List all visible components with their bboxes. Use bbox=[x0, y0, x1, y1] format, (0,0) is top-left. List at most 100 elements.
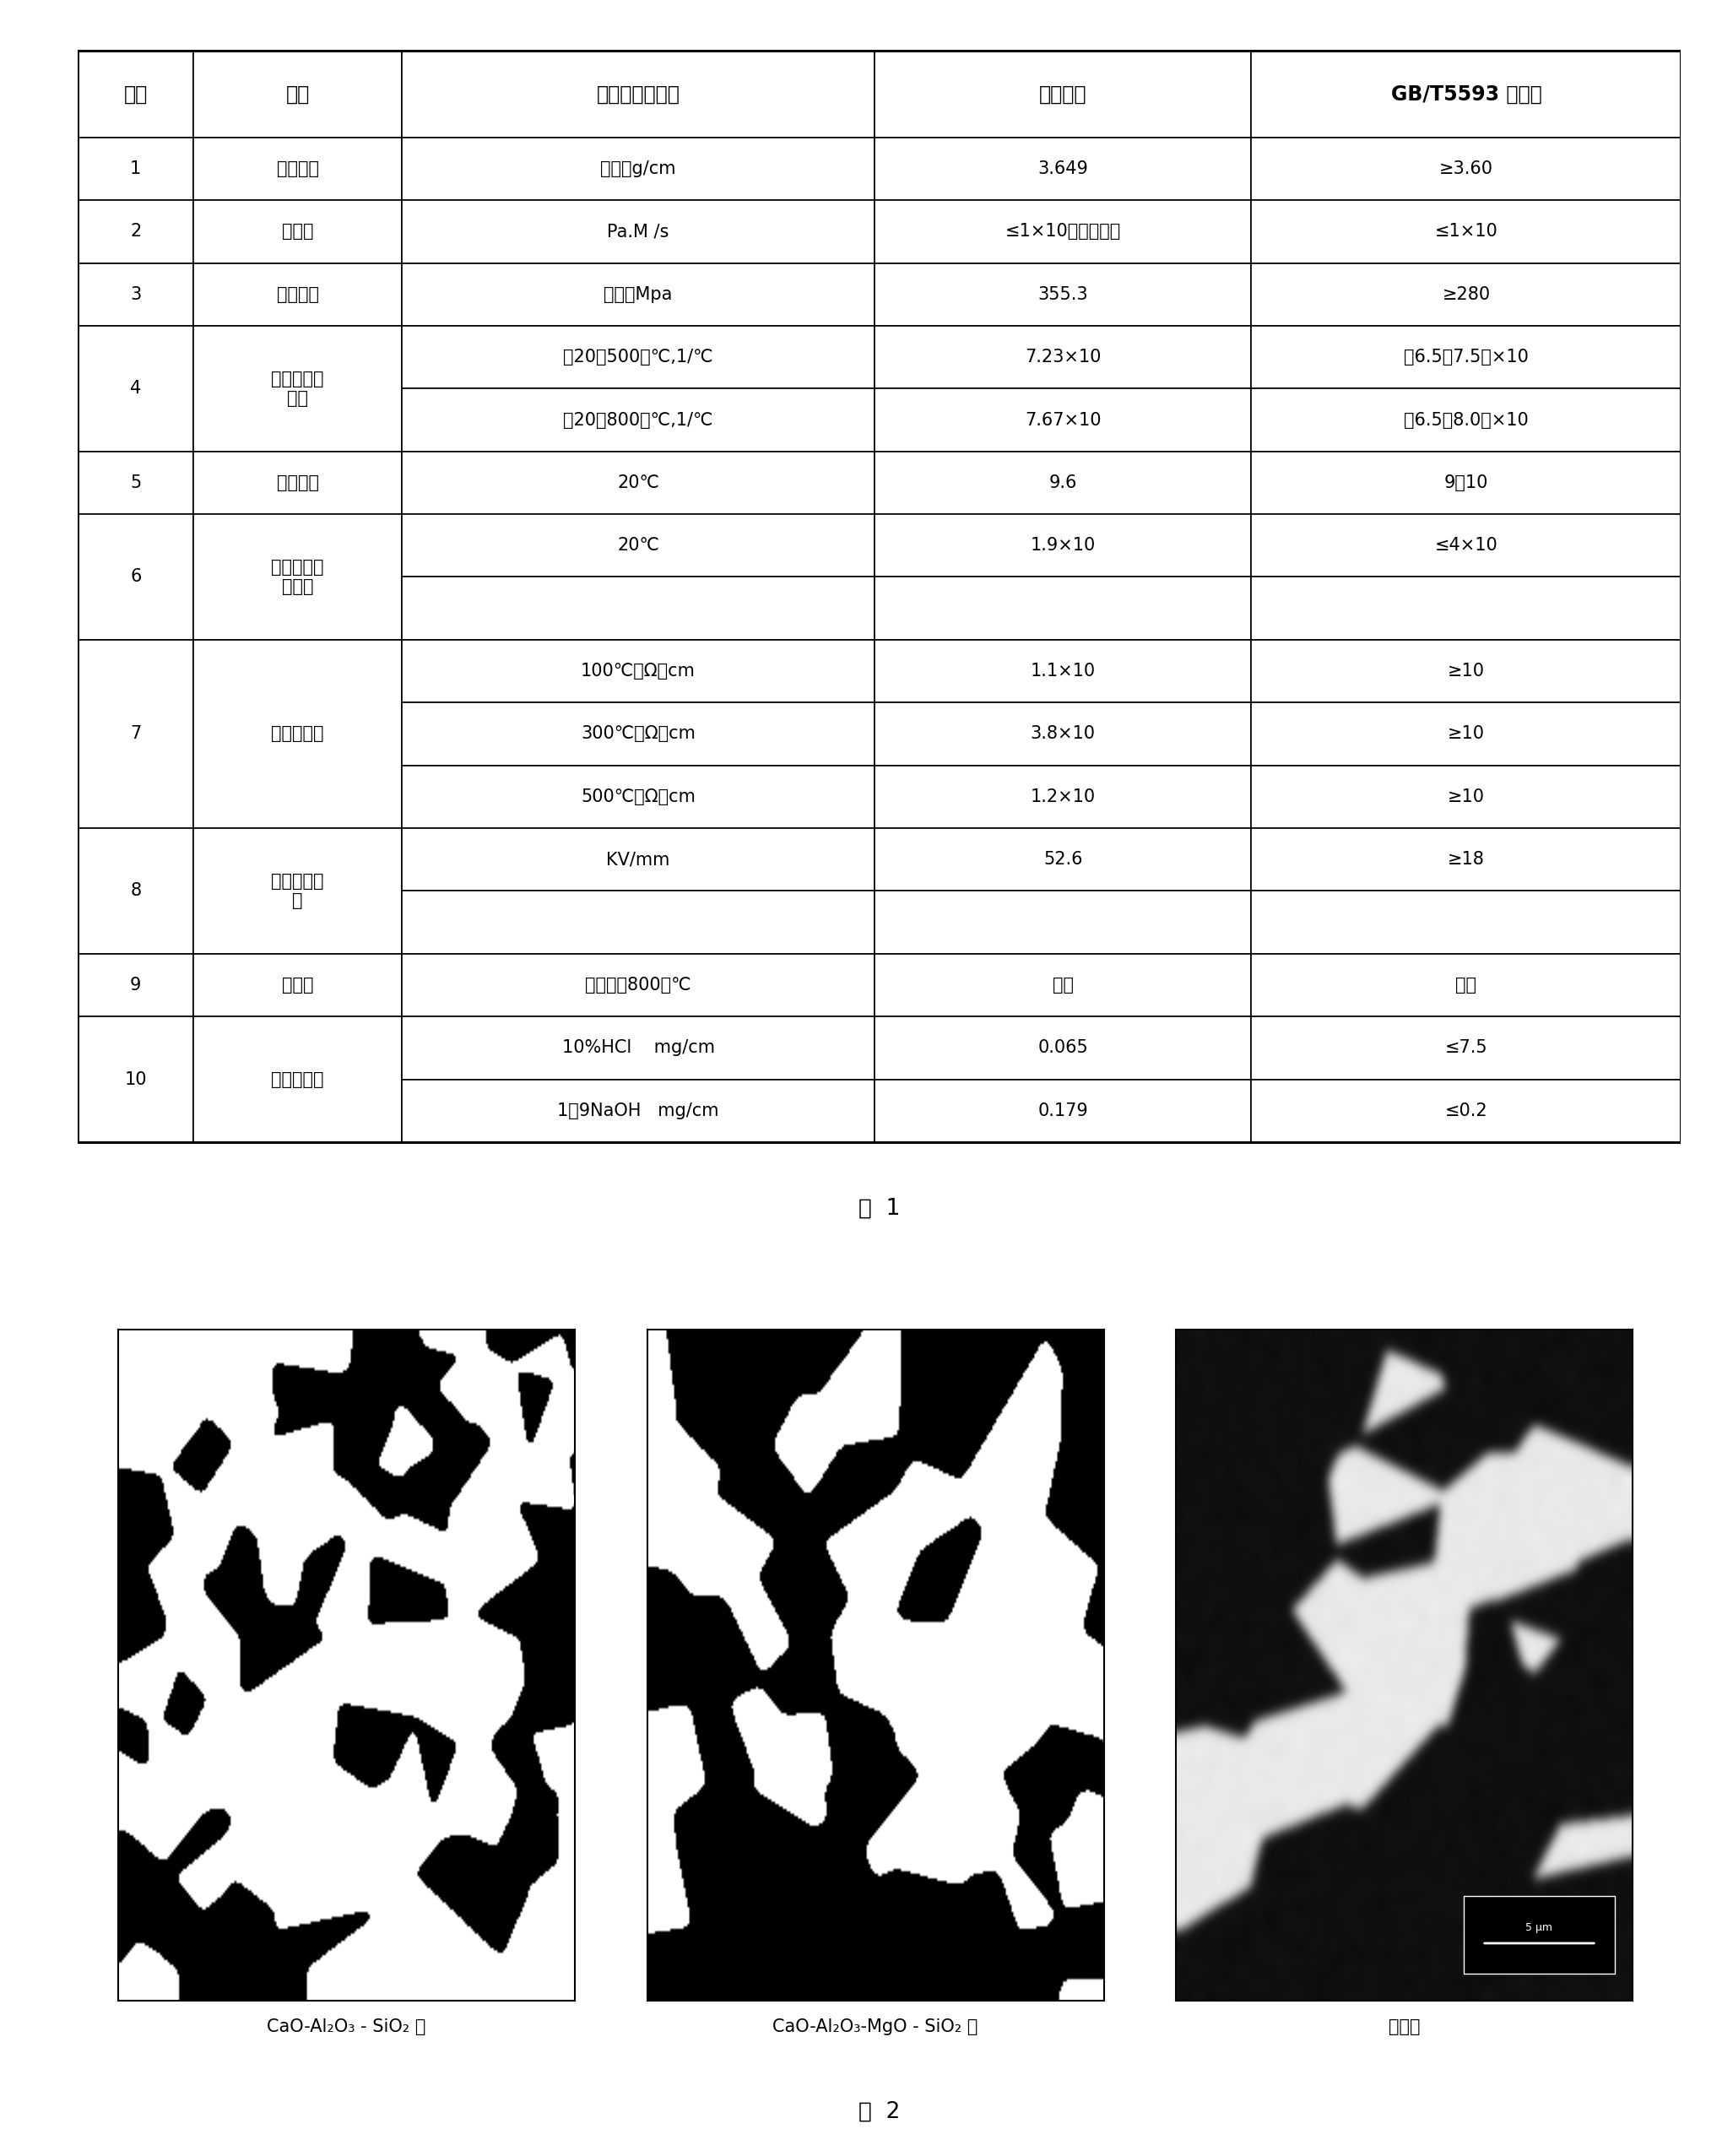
Bar bbox=[1251, 451, 1681, 513]
Bar bbox=[1251, 765, 1681, 828]
Text: 直流击穿强
度: 直流击穿强 度 bbox=[272, 873, 324, 910]
Text: 9: 9 bbox=[130, 977, 142, 994]
Bar bbox=[1251, 513, 1681, 578]
Text: （20～500）℃,1/℃: （20～500）℃,1/℃ bbox=[563, 349, 714, 367]
Bar bbox=[194, 326, 402, 451]
Text: KV/mm: KV/mm bbox=[607, 852, 671, 869]
Text: 序号: 序号 bbox=[123, 84, 147, 103]
Bar bbox=[875, 388, 1251, 451]
Text: 1.1×10: 1.1×10 bbox=[1031, 662, 1095, 679]
Text: GB/T5593 规定值: GB/T5593 规定值 bbox=[1392, 84, 1542, 103]
Bar bbox=[875, 578, 1251, 640]
Bar bbox=[1251, 828, 1681, 890]
Text: 介电常数: 介电常数 bbox=[277, 474, 319, 492]
Bar bbox=[875, 828, 1251, 890]
Text: CaO-Al₂O₃ - SiO₂ 系: CaO-Al₂O₃ - SiO₂ 系 bbox=[267, 2018, 426, 2035]
Bar bbox=[1251, 326, 1681, 388]
Text: ≤4×10: ≤4×10 bbox=[1435, 537, 1497, 554]
Bar bbox=[1251, 640, 1681, 703]
Bar bbox=[78, 828, 194, 953]
Text: ≥10: ≥10 bbox=[1447, 727, 1485, 742]
Bar bbox=[875, 890, 1251, 953]
Bar bbox=[402, 326, 875, 388]
Text: 500℃，Ω．cm: 500℃，Ω．cm bbox=[581, 789, 695, 804]
Bar bbox=[194, 828, 402, 953]
Bar bbox=[78, 263, 194, 326]
Bar bbox=[875, 765, 1251, 828]
Bar bbox=[194, 640, 402, 828]
Text: 抗折强度: 抗折强度 bbox=[277, 287, 319, 302]
Text: 8: 8 bbox=[130, 882, 140, 899]
Bar bbox=[875, 703, 1251, 765]
Text: ≤0.2: ≤0.2 bbox=[1445, 1102, 1487, 1119]
Bar bbox=[78, 201, 194, 263]
Text: ≥10: ≥10 bbox=[1447, 789, 1485, 804]
Bar bbox=[78, 513, 194, 640]
Text: 平均线膨胀
系数: 平均线膨胀 系数 bbox=[272, 371, 324, 407]
Text: 1.9×10: 1.9×10 bbox=[1031, 537, 1095, 554]
Bar bbox=[78, 953, 194, 1015]
Text: 7.67×10: 7.67×10 bbox=[1024, 412, 1100, 429]
Bar bbox=[1251, 578, 1681, 640]
Text: 3.8×10: 3.8×10 bbox=[1031, 727, 1095, 742]
Bar bbox=[402, 828, 875, 890]
Bar bbox=[1251, 50, 1681, 138]
Text: 1：9NaOH   mg/cm: 1：9NaOH mg/cm bbox=[558, 1102, 719, 1119]
Bar bbox=[78, 326, 194, 451]
Bar bbox=[402, 263, 875, 326]
Bar bbox=[1251, 953, 1681, 1015]
Text: 52.6: 52.6 bbox=[1043, 852, 1083, 869]
Text: 1: 1 bbox=[130, 160, 142, 177]
Text: 7: 7 bbox=[130, 727, 142, 742]
Bar bbox=[875, 1015, 1251, 1080]
Bar bbox=[875, 451, 1251, 513]
Text: 测试条件与单位: 测试条件与单位 bbox=[596, 84, 679, 103]
Bar bbox=[875, 953, 1251, 1015]
Text: 图  1: 图 1 bbox=[858, 1197, 901, 1220]
Text: 1.2×10: 1.2×10 bbox=[1031, 789, 1095, 804]
Text: 室温，Mpa: 室温，Mpa bbox=[603, 287, 672, 302]
Text: 10: 10 bbox=[125, 1072, 147, 1089]
Text: 通过: 通过 bbox=[1052, 977, 1074, 994]
Bar bbox=[875, 513, 1251, 578]
Bar bbox=[78, 640, 194, 828]
Bar bbox=[875, 263, 1251, 326]
Text: 3: 3 bbox=[130, 287, 142, 302]
Text: 9～10: 9～10 bbox=[1444, 474, 1489, 492]
Bar bbox=[78, 50, 194, 138]
Bar bbox=[875, 1080, 1251, 1143]
Text: ≥18: ≥18 bbox=[1447, 852, 1485, 869]
Text: 5: 5 bbox=[130, 474, 142, 492]
Bar bbox=[402, 1015, 875, 1080]
Bar bbox=[1251, 138, 1681, 201]
Bar bbox=[1251, 1015, 1681, 1080]
Bar bbox=[194, 263, 402, 326]
Bar bbox=[194, 138, 402, 201]
Bar bbox=[402, 640, 875, 703]
Text: 气密性: 气密性 bbox=[282, 224, 314, 239]
Text: 7.23×10: 7.23×10 bbox=[1024, 349, 1100, 367]
Bar bbox=[875, 138, 1251, 201]
Text: （6.5～7.5）×10: （6.5～7.5）×10 bbox=[1404, 349, 1529, 367]
Bar bbox=[1251, 1080, 1681, 1143]
Text: 项目: 项目 bbox=[286, 84, 310, 103]
Bar bbox=[402, 388, 875, 451]
Bar bbox=[402, 703, 875, 765]
Text: 化学稳定性: 化学稳定性 bbox=[272, 1072, 324, 1089]
Bar bbox=[1251, 388, 1681, 451]
Bar bbox=[194, 1015, 402, 1143]
Text: 100℃，Ω．cm: 100℃，Ω．cm bbox=[581, 662, 695, 679]
Bar bbox=[1251, 201, 1681, 263]
Bar bbox=[402, 138, 875, 201]
Text: 图  2: 图 2 bbox=[858, 2102, 901, 2124]
Text: 室温，g/cm: 室温，g/cm bbox=[600, 160, 676, 177]
Text: 热稳性: 热稳性 bbox=[282, 977, 314, 994]
Text: 300℃，Ω．cm: 300℃，Ω．cm bbox=[581, 727, 695, 742]
Bar bbox=[194, 451, 402, 513]
Text: ≥3.60: ≥3.60 bbox=[1438, 160, 1494, 177]
Bar bbox=[78, 1015, 194, 1143]
Text: 本发明: 本发明 bbox=[1388, 2018, 1421, 2035]
Text: （室温～800）℃: （室温～800）℃ bbox=[586, 977, 691, 994]
Bar bbox=[402, 1080, 875, 1143]
Bar bbox=[78, 138, 194, 201]
